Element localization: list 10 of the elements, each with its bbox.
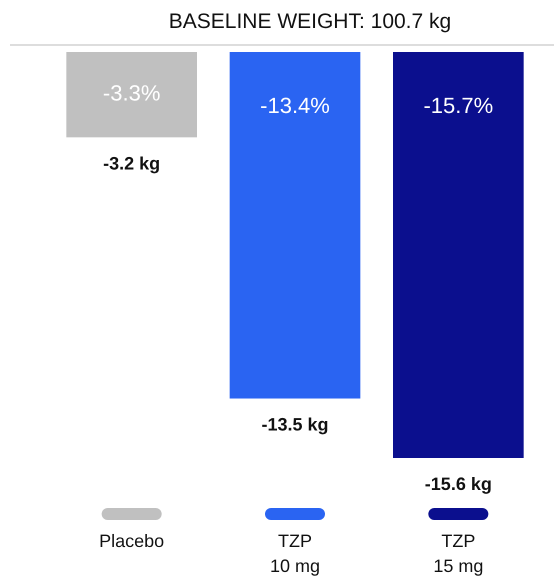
x-tick-label: TZP 10 mg (270, 531, 320, 576)
annotation: -15.6 kg (424, 474, 492, 494)
annotation: -3.2 kg (103, 153, 160, 174)
annotation: -13.5 kg (261, 414, 329, 435)
chart-title: BASELINE WEIGHT: 100.7 kg (168, 10, 452, 33)
x-tick-label: Placebo (99, 531, 164, 551)
data-label: -13.4% (260, 92, 330, 118)
data-label: -3.3% (102, 80, 160, 106)
x-tick-label: TZP 15 mg (433, 531, 484, 576)
data-label: -15.7% (423, 92, 494, 118)
